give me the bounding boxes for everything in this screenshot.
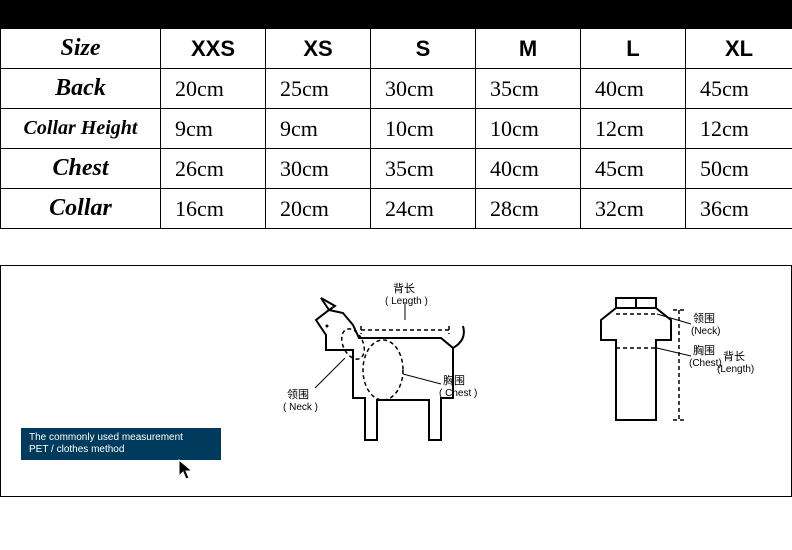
garment-diagram: 领围 (Neck) 胸围 (Chest) 背长 (Length)	[561, 290, 771, 470]
cell: 26cm	[161, 149, 266, 189]
col-xs: XS	[266, 29, 371, 69]
table-row: Collar 16cm 20cm 24cm 28cm 32cm 36cm	[1, 189, 792, 229]
garment-length-cn: 背长	[723, 349, 745, 363]
table-row: Chest 26cm 30cm 35cm 40cm 45cm 50cm	[1, 149, 792, 189]
row-label-collar: Collar	[1, 189, 161, 229]
dog-neck-cn: 领围	[287, 388, 309, 401]
dog-diagram: 背长 ( Length ) 胸围 ( Chest ) 领围 ( Neck )	[281, 280, 521, 480]
garment-neck-en: (Neck)	[691, 326, 720, 337]
cell: 40cm	[581, 69, 686, 109]
top-black-bar	[0, 0, 792, 28]
cell: 40cm	[476, 149, 581, 189]
cell: 35cm	[371, 149, 476, 189]
table-row: Collar Height 9cm 9cm 10cm 10cm 12cm 12c…	[1, 109, 792, 149]
cell: 32cm	[581, 189, 686, 229]
row-label-chest: Chest	[1, 149, 161, 189]
cell: 20cm	[266, 189, 371, 229]
cell: 20cm	[161, 69, 266, 109]
garment-length-en: (Length)	[717, 364, 754, 375]
size-header: Size	[1, 29, 161, 69]
cell: 12cm	[581, 109, 686, 149]
cell: 9cm	[161, 109, 266, 149]
cell: 9cm	[266, 109, 371, 149]
table-row: Back 20cm 25cm 30cm 35cm 40cm 45cm	[1, 69, 792, 109]
cell: 36cm	[686, 189, 792, 229]
garment-neck-cn: 领围	[693, 312, 715, 325]
cell: 45cm	[686, 69, 792, 109]
table-header-row: Size XXS XS S M L XL	[1, 29, 792, 69]
row-label-collarheight: Collar Height	[1, 109, 161, 149]
col-s: S	[371, 29, 476, 69]
cell: 10cm	[371, 109, 476, 149]
cell: 16cm	[161, 189, 266, 229]
col-xxs: XXS	[161, 29, 266, 69]
cell: 45cm	[581, 149, 686, 189]
diagram-section: The commonly used measurement PET / clot…	[0, 265, 792, 497]
garment-chest-cn: 胸围	[693, 343, 715, 357]
cell: 50cm	[686, 149, 792, 189]
cell: 30cm	[371, 69, 476, 109]
cell: 28cm	[476, 189, 581, 229]
cursor-icon	[177, 458, 197, 482]
cell: 10cm	[476, 109, 581, 149]
col-m: M	[476, 29, 581, 69]
cell: 12cm	[686, 109, 792, 149]
col-xl: XL	[686, 29, 792, 69]
measurement-banner: The commonly used measurement PET / clot…	[21, 428, 221, 460]
cell: 24cm	[371, 189, 476, 229]
dog-length-en: ( Length )	[385, 296, 428, 307]
row-label-back: Back	[1, 69, 161, 109]
cell: 25cm	[266, 69, 371, 109]
dog-chest-en: ( Chest )	[439, 388, 477, 399]
cell: 35cm	[476, 69, 581, 109]
col-l: L	[581, 29, 686, 69]
dog-length-cn: 背长	[393, 281, 415, 295]
size-table: Size XXS XS S M L XL Back 20cm 25cm 30cm…	[0, 28, 792, 229]
dog-chest-cn: 胸围	[443, 373, 465, 387]
banner-line1: The commonly used measurement	[29, 432, 213, 444]
banner-line2: PET / clothes method	[29, 444, 213, 456]
dog-neck-en: ( Neck )	[283, 402, 318, 413]
cell: 30cm	[266, 149, 371, 189]
